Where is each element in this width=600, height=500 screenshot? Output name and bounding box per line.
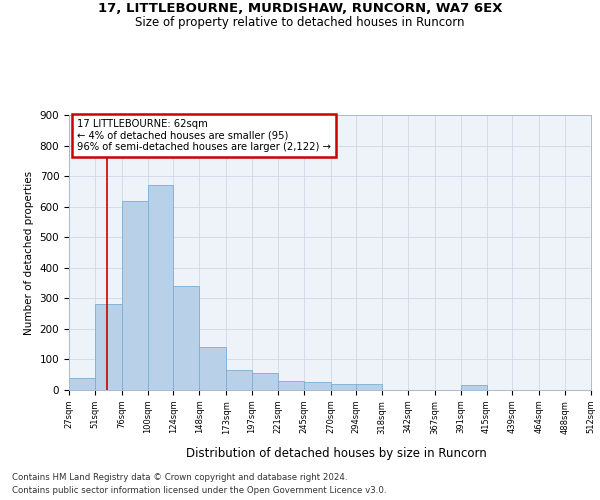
Bar <box>252 373 278 390</box>
Bar <box>356 384 382 390</box>
Text: Size of property relative to detached houses in Runcorn: Size of property relative to detached ho… <box>135 16 465 29</box>
Bar <box>331 384 356 390</box>
Bar <box>148 186 173 390</box>
Bar <box>304 382 331 390</box>
Text: 17 LITTLEBOURNE: 62sqm
← 4% of detached houses are smaller (95)
96% of semi-deta: 17 LITTLEBOURNE: 62sqm ← 4% of detached … <box>77 119 331 152</box>
Bar <box>122 200 148 390</box>
Bar <box>226 370 252 390</box>
Bar <box>95 304 122 390</box>
Bar <box>199 347 226 390</box>
Y-axis label: Number of detached properties: Number of detached properties <box>24 170 34 334</box>
Text: 17, LITTLEBOURNE, MURDISHAW, RUNCORN, WA7 6EX: 17, LITTLEBOURNE, MURDISHAW, RUNCORN, WA… <box>98 2 502 16</box>
Bar <box>278 381 304 390</box>
Text: Contains public sector information licensed under the Open Government Licence v3: Contains public sector information licen… <box>12 486 386 495</box>
Bar <box>69 378 95 390</box>
Text: Contains HM Land Registry data © Crown copyright and database right 2024.: Contains HM Land Registry data © Crown c… <box>12 472 347 482</box>
Bar <box>173 286 199 390</box>
Text: Distribution of detached houses by size in Runcorn: Distribution of detached houses by size … <box>185 448 487 460</box>
Bar <box>461 386 487 390</box>
